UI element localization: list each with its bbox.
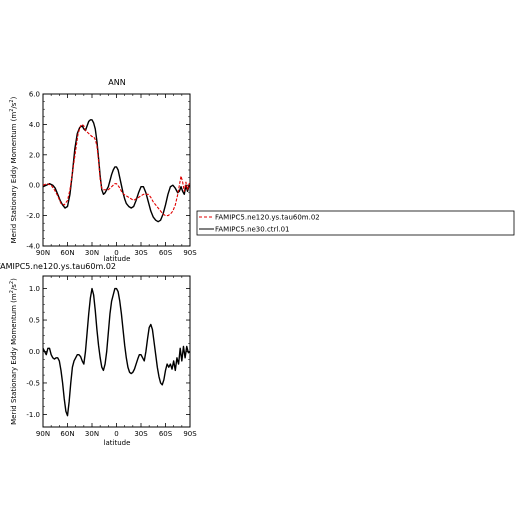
y-tick-label: 1.0: [29, 285, 40, 293]
bottom-lines: [43, 287, 190, 417]
y-tick-label: 0.0: [29, 182, 40, 190]
y-tick-label: -1.0: [26, 411, 40, 419]
x-tick-label: 30N: [85, 249, 99, 257]
y-tick-label: -4.0: [26, 243, 40, 251]
x-tick-label: 90N: [36, 249, 50, 257]
bottom-ylabel: Merid Stationary Eddy Momentum (m2/s2): [9, 278, 18, 425]
x-tick-label: 60S: [159, 249, 173, 257]
legend-label-ne30: FAMIPC5.ne30.ctrl.01: [215, 226, 290, 234]
x-tick-label: 30N: [85, 430, 99, 438]
y-tick-label: 6.0: [29, 91, 40, 99]
x-tick-label: 60N: [60, 430, 74, 438]
bottom-series-line: [43, 287, 190, 417]
top-axes-frame: [42, 93, 191, 247]
series-line-FAMIPC5.ne30.ctrl.01: [43, 119, 190, 223]
x-tick-label: 30S: [134, 430, 148, 438]
x-tick-label: 90S: [183, 430, 197, 438]
x-tick-label: 30S: [134, 249, 148, 257]
top-title: ANN: [108, 78, 125, 87]
x-tick-label: 0: [114, 430, 118, 438]
legend-label-ne120: FAMIPC5.ne120.ys.tau60m.02: [215, 214, 320, 222]
y-tick-label: 4.0: [29, 121, 40, 129]
legend-box: [196, 210, 515, 236]
x-tick-label: 90S: [183, 249, 197, 257]
y-tick-label: 0.0: [29, 348, 40, 356]
bottom-panel: FAMIPC5.ne120.ys.tau60m.02 Merid Station…: [0, 262, 197, 447]
y-tick-label: 2.0: [29, 151, 40, 159]
x-tick-label: 60S: [159, 430, 173, 438]
y-tick-label: -0.5: [26, 379, 40, 387]
x-tick-label: 0: [114, 249, 118, 257]
series-line-FAMIPC5.ne120.ys.tau60m.02: [43, 123, 190, 217]
x-tick-label: 90N: [36, 430, 50, 438]
bottom-title: FAMIPC5.ne120.ys.tau60m.02: [0, 262, 116, 271]
top-ticks: 90N 60N 30N 0 30S 60S 90S -4.0 -2.0 0.0 2.0 4.0 6.0: [26, 91, 197, 258]
top-ylabel-text: Merid Stationary Eddy Momentum (m2/s2): [9, 96, 18, 243]
top-panel: ANN Merid Stationary Eddy Momentum (m2/s…: [9, 78, 197, 263]
y-tick-label: -2.0: [26, 212, 40, 220]
legend: FAMIPC5.ne120.ys.tau60m.02 FAMIPC5.ne30.…: [196, 210, 515, 236]
top-xlabel: latitude: [104, 255, 131, 263]
top-ylabel: Merid Stationary Eddy Momentum (m2/s2): [9, 96, 18, 243]
x-tick-label: 60N: [60, 249, 74, 257]
bottom-xlabel: latitude: [104, 439, 131, 447]
top-lines: [43, 119, 190, 223]
bottom-ylabel-text: Merid Stationary Eddy Momentum (m2/s2): [9, 278, 18, 425]
y-tick-label: 0.5: [29, 317, 40, 325]
